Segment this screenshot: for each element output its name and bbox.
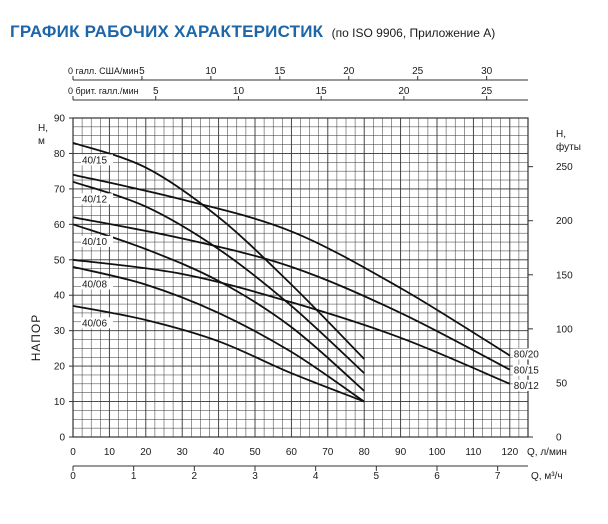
y-tick-label: 10 (54, 397, 66, 408)
chart-labels: 40/15 40/12 40/10 40/08 40/06 80/20 80/15 80/12 (81, 154, 545, 392)
curve-label-80-12: 80/12 (514, 381, 539, 392)
x-tick-label: 40 (213, 447, 225, 458)
y2-tick-label: 150 (556, 270, 573, 281)
x-tick-label: 20 (140, 447, 152, 458)
brit-gal-tick-label: 10 (233, 86, 245, 97)
curve-label-40-15: 40/15 (82, 155, 107, 166)
y2-axis-unit: Н, (556, 129, 566, 140)
curve-label-80-20: 80/20 (514, 349, 539, 360)
x2-tick-label: 7 (495, 471, 501, 482)
chart-axes: 0102030405060708090Н,мНАПОР0501001502002… (29, 66, 581, 482)
y-tick-label: 70 (54, 184, 66, 195)
x-tick-label: 120 (501, 447, 518, 458)
us-gal-tick-label: 15 (274, 66, 286, 77)
curve-40-10 (72, 223, 365, 392)
x-tick-label: 110 (465, 447, 481, 458)
curve-40-06 (72, 305, 365, 403)
x-tick-label: 100 (429, 447, 446, 458)
y-tick-label: 80 (54, 149, 66, 160)
us-gal-tick-label: 20 (343, 66, 355, 77)
curve-80-20 (72, 173, 511, 357)
y-tick-label: 60 (54, 220, 66, 231)
curve-label-bg (512, 379, 545, 391)
curve-40-12 (72, 180, 365, 374)
y-tick-label: 90 (54, 114, 66, 125)
x-tick-label: 0 (70, 447, 76, 458)
y-tick-label: 40 (54, 291, 66, 302)
us-gal-tick-label: 5 (139, 66, 145, 77)
y2-tick-label: 50 (556, 378, 568, 389)
chart-title-block: ГРАФИК РАБОЧИХ ХАРАКТЕРИСТИК (по ISO 990… (10, 22, 495, 42)
y2-axis-unit: футы (556, 141, 581, 153)
y-axis-title: НАПОР (29, 314, 43, 362)
y-tick-label: 0 (59, 433, 65, 444)
chart-subtitle: (по ISO 9906, Приложение А) (331, 26, 496, 40)
curve-label-bg (81, 317, 113, 329)
curve-label-40-10: 40/10 (82, 237, 107, 248)
curve-label-40-06: 40/06 (82, 318, 107, 329)
x-tick-label: 30 (177, 447, 189, 458)
brit-gal-axis-title: 0 брит. галл./мин (68, 86, 139, 96)
curve-80-15 (72, 216, 511, 371)
us-gal-tick-label: 30 (481, 66, 493, 77)
x2-tick-label: 5 (374, 471, 380, 482)
y-axis-unit: Н, (38, 123, 48, 134)
x2-tick-label: 6 (434, 471, 440, 482)
x2-axis-title: Q, м³/ч (531, 471, 563, 482)
us-gal-tick-label: 10 (205, 66, 217, 77)
curve-40-15 (72, 141, 365, 360)
chart-grid (72, 117, 529, 438)
curve-label-80-15: 80/15 (514, 366, 539, 377)
x-tick-label: 70 (322, 447, 334, 458)
y2-tick-label: 100 (556, 324, 573, 335)
brit-gal-tick-label: 15 (316, 86, 328, 97)
x-tick-label: 80 (359, 447, 371, 458)
y-tick-label: 30 (54, 326, 66, 337)
x-tick-label: 90 (395, 447, 407, 458)
y-tick-label: 50 (54, 255, 66, 266)
y-axis-unit: м (38, 136, 45, 147)
curve-label-bg (81, 278, 113, 290)
x2-tick-label: 0 (70, 471, 76, 482)
x2-tick-label: 4 (313, 471, 319, 482)
brit-gal-tick-label: 5 (153, 86, 159, 97)
curve-label-bg (81, 235, 113, 247)
curve-label-40-12: 40/12 (82, 194, 107, 205)
chart-title: ГРАФИК РАБОЧИХ ХАРАКТЕРИСТИК (10, 22, 324, 41)
x-tick-label: 10 (104, 447, 116, 458)
x2-tick-label: 2 (192, 471, 198, 482)
y2-tick-label: 0 (556, 433, 562, 444)
x2-tick-label: 3 (252, 471, 258, 482)
chart-curves (72, 141, 511, 403)
curve-40-08 (72, 266, 365, 403)
curve-80-12 (72, 258, 511, 385)
us-gal-tick-label: 25 (412, 66, 424, 77)
curve-label-40-08: 40/08 (82, 279, 107, 290)
x2-tick-label: 1 (131, 471, 137, 482)
x-tick-label: 60 (286, 447, 298, 458)
y2-tick-label: 250 (556, 162, 573, 173)
brit-gal-tick-label: 25 (481, 86, 493, 97)
x-axis-title: Q, л/мин (527, 447, 567, 458)
brit-gal-tick-label: 20 (398, 86, 410, 97)
us-gal-axis-title: 0 галл. США/мин (68, 66, 139, 76)
curve-label-bg (81, 193, 113, 205)
curve-label-bg (81, 154, 113, 166)
x-tick-label: 50 (249, 447, 261, 458)
curve-label-bg (512, 348, 545, 360)
y2-tick-label: 200 (556, 216, 573, 227)
y-tick-label: 20 (54, 362, 66, 373)
curve-label-bg (512, 364, 545, 376)
